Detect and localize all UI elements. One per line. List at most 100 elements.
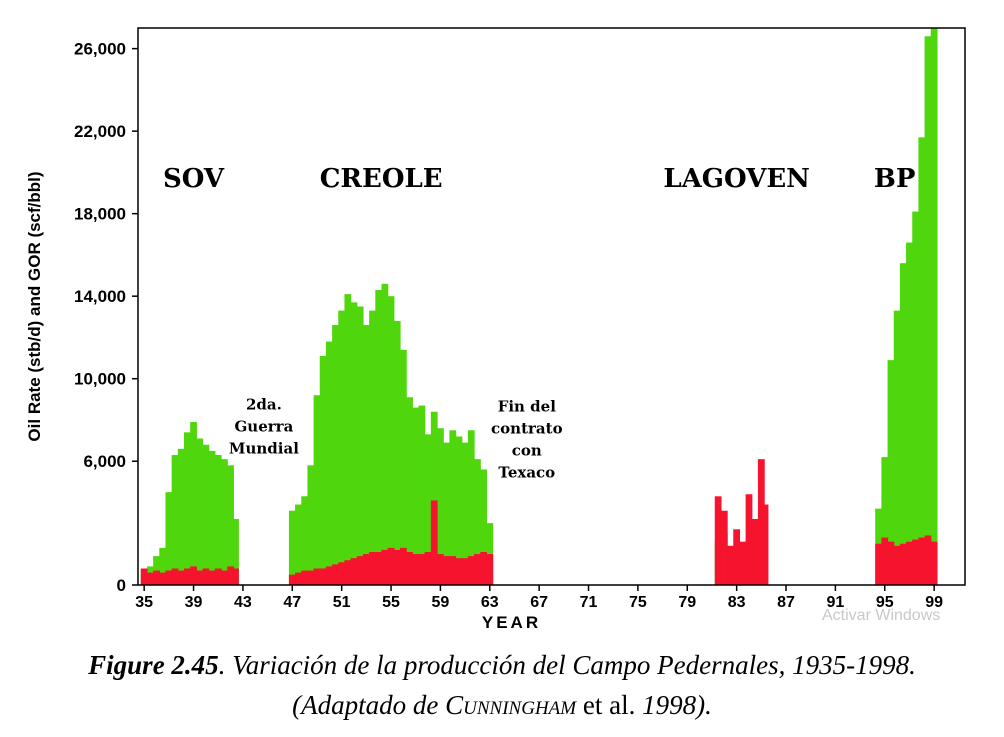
oil-rate-bar-14	[227, 566, 234, 585]
oil-rate-bar-67	[930, 541, 938, 585]
gor-bar-16	[288, 510, 296, 585]
x-tick-label-0: 35	[135, 594, 153, 611]
caption-year: 1998	[642, 690, 697, 720]
gor-bar-40	[437, 428, 444, 585]
y-axis-title: Oil Rate (stb/d) and GOR (scf/bbl)	[25, 171, 44, 441]
x-tick-label-12: 83	[728, 594, 746, 611]
gor-bar-60	[930, 28, 938, 585]
x-tick-label-1: 39	[185, 594, 203, 611]
company-label-2: LAGOVEN	[663, 164, 810, 194]
company-label-1: CREOLE	[320, 164, 443, 194]
x-tick-label-16: 99	[925, 594, 943, 611]
gor-bar-54	[893, 310, 901, 585]
gor-bar-5	[171, 455, 179, 585]
oil-rate-bar-33	[393, 549, 401, 585]
oil-rate-bar-56	[757, 459, 765, 585]
oil-rate-bar-8	[190, 566, 197, 585]
oil-rate-bar-15	[232, 568, 239, 585]
y-tick-label-3: 14,000	[74, 287, 126, 306]
y-tick-label-6: 26,000	[74, 40, 126, 59]
gor-bar-11	[208, 450, 216, 585]
oil-rate-bar-23	[332, 564, 339, 585]
oil-rate-bar-51	[727, 545, 734, 585]
gor-bar-30	[375, 289, 383, 585]
oil-rate-bar-1	[146, 572, 154, 585]
oil-rate-bar-40	[437, 554, 444, 585]
x-tick-label-8: 67	[530, 594, 548, 611]
x-tick-label-10: 75	[629, 594, 647, 611]
annotations-layer: SOV CREOLE LAGOVEN BP 2da. Guerra Mundial Fin d…	[163, 164, 915, 482]
gor-bar-29	[369, 310, 376, 585]
oil-rate-bar-22	[325, 566, 333, 585]
gor-bar-41	[443, 442, 450, 585]
gor-bar-14	[227, 465, 234, 585]
y-tick-label-2: 10,000	[74, 370, 126, 389]
gor-bar-8	[190, 422, 197, 585]
oil-rate-bar-41	[443, 556, 450, 585]
figure-caption-line2: (Adaptado de Cunningham et al. 1998).	[0, 690, 1004, 721]
gor-bar-15	[232, 518, 239, 585]
company-label-3: BP	[874, 164, 916, 194]
oil-rate-bar-36	[412, 554, 420, 585]
gor-bar-7	[183, 432, 191, 585]
note-line: Fin del	[498, 398, 557, 416]
x-tick-label-7: 63	[481, 594, 499, 611]
oil-rate-bar-31	[381, 549, 389, 585]
gor-bar-31	[381, 283, 389, 585]
gor-bar-47	[480, 469, 487, 585]
x-tick-label-14: 91	[826, 594, 844, 611]
oil-rate-bar-39	[430, 500, 438, 585]
oil-rate-bar-29	[369, 551, 376, 585]
oil-rate-bar-9	[196, 570, 204, 585]
gor-bar-56	[906, 242, 913, 585]
oil-rate-bar-57	[761, 504, 769, 585]
gor-bar-46	[474, 459, 481, 585]
oil-rate-bar-47	[480, 551, 487, 585]
oil-rate-bar-46	[474, 554, 481, 585]
gor-bar-53	[887, 360, 895, 585]
oil-rate-bar-60	[887, 541, 895, 585]
oil-rate-bar-4	[165, 570, 173, 585]
caption-source-open: (Adaptado de	[292, 690, 446, 720]
note-label-1: Fin del contrato con Texaco	[491, 398, 563, 482]
gor-bar-34	[399, 349, 407, 585]
gor-bar-9	[196, 438, 204, 585]
oil-rate-bar-12	[214, 568, 222, 585]
gor-bar-58	[918, 137, 926, 585]
oil-rate-bar-52	[733, 529, 741, 585]
x-tick-label-6: 59	[432, 594, 450, 611]
oil-rate-bar-10	[202, 568, 210, 585]
x-tick-label-15: 95	[876, 594, 894, 611]
oil-rate-bar-32	[387, 547, 395, 585]
windows-watermark: Activar Windows	[822, 607, 940, 624]
gor-bar-33	[393, 320, 401, 585]
oil-rate-bar-45	[467, 556, 475, 585]
oil-rate-bar-42	[449, 556, 457, 585]
oil-rate-bar-30	[375, 551, 383, 585]
gor-bar-27	[356, 306, 364, 585]
x-tick-label-5: 55	[382, 594, 400, 611]
gor-bar-43	[455, 436, 463, 585]
oil-rate-bar-3	[159, 572, 167, 585]
y-tick-label-5: 22,000	[74, 122, 126, 141]
oil-rate-bar-59	[881, 537, 889, 585]
oil-rate-bar-27	[356, 556, 364, 585]
gor-bar-19	[307, 465, 315, 585]
gor-bar-21	[319, 356, 327, 585]
gor-bar-10	[202, 444, 210, 585]
caption-author: Cunningham	[445, 690, 577, 720]
oil-rate-bar-63	[906, 541, 913, 585]
oil-rate-bar-13	[221, 570, 228, 585]
gor-bar-6	[177, 448, 185, 585]
gor-bar-24	[338, 310, 346, 585]
bars-layer	[140, 28, 938, 586]
gor-bar-35	[406, 397, 413, 585]
gor-bar-59	[924, 36, 932, 586]
gor-bar-55	[899, 263, 907, 585]
oil-rate-bar-17	[295, 572, 302, 585]
oil-rate-bar-37	[418, 554, 426, 585]
oil-rate-bar-65	[918, 537, 926, 585]
oil-rate-bar-64	[912, 539, 920, 585]
oil-rate-bar-50	[720, 510, 728, 585]
note-line: 2da.	[246, 396, 282, 414]
